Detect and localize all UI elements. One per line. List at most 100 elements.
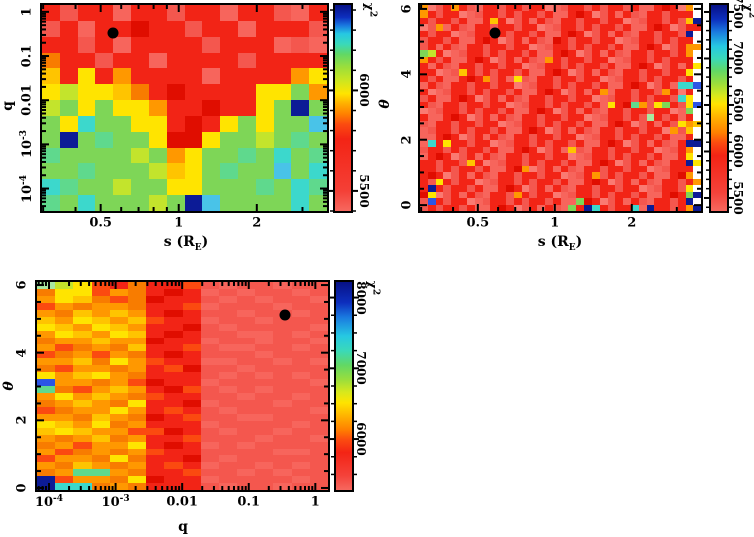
heatmap-cell [109, 337, 128, 345]
heatmap-cell [164, 295, 183, 303]
heatmap-cell [513, 191, 522, 199]
heatmap-cell [420, 178, 428, 186]
heatmap-cell [255, 483, 274, 491]
heatmap-cell [584, 43, 592, 51]
heatmap-cell [646, 82, 655, 89]
heatmap-cell [255, 386, 274, 393]
heatmap-cell [291, 337, 310, 345]
heatmap-cell [638, 37, 647, 44]
heatmap-cell [662, 159, 670, 166]
heatmap-cell [166, 179, 185, 196]
heatmap-cell [482, 191, 491, 199]
heatmap-cell [443, 75, 452, 83]
heatmap-cell [646, 178, 655, 186]
heatmap-cell [630, 114, 639, 121]
heatmap-cell [505, 75, 514, 83]
heatmap-cell [677, 191, 686, 199]
heatmap-cell [59, 52, 78, 69]
heatmap-cell [498, 50, 506, 57]
heatmap-cell [537, 62, 545, 70]
heatmap-cell [182, 393, 201, 400]
heatmap-cell [545, 75, 553, 83]
best-fit-marker-bl [279, 309, 291, 321]
heatmap-cell [55, 372, 74, 380]
heatmap-cell [255, 52, 274, 69]
heatmap-cell [202, 147, 221, 164]
heatmap-cell [529, 82, 538, 89]
heatmap-cell [218, 455, 238, 463]
heatmap-cell [591, 82, 600, 89]
heatmap-cell [273, 330, 292, 338]
heatmap-cell [685, 17, 694, 25]
heatmap-cell [466, 62, 475, 70]
heatmap-cell [291, 358, 310, 366]
heatmap-cell [670, 17, 678, 25]
heatmap-cell [615, 178, 624, 186]
heatmap-cell [420, 198, 428, 205]
heatmap-cell [91, 330, 110, 338]
heatmap-cell [521, 191, 530, 199]
heatmap-cell [291, 406, 310, 414]
heatmap-cell [427, 11, 436, 18]
heatmap-cell [37, 441, 56, 449]
heatmap-cell [184, 195, 203, 211]
heatmap-cell [654, 17, 663, 25]
heatmap-cell [443, 30, 452, 38]
heatmap-cell [630, 146, 639, 154]
heatmap-cell [654, 185, 663, 192]
heatmap-cell [545, 5, 553, 12]
colorbar-tick-label: 7000 [354, 351, 368, 386]
heatmap-cell [568, 62, 577, 70]
heatmap-cell [435, 178, 444, 186]
heatmap-cell [490, 24, 499, 31]
heatmap-cell [623, 191, 631, 199]
heatmap-cell [607, 185, 616, 192]
heatmap-cell [37, 323, 56, 331]
heatmap-cell [109, 455, 128, 463]
heatmap-cell [459, 11, 467, 18]
heatmap-row [37, 462, 328, 470]
heatmap-cell [451, 127, 460, 134]
best-fit-marker-tl [107, 27, 119, 39]
heatmap-cell [576, 198, 585, 205]
heatmap-cell [630, 153, 639, 160]
heatmap-cell [451, 191, 460, 199]
heatmap-cell [91, 372, 110, 380]
heatmap-cell [537, 140, 545, 147]
heatmap-cell [218, 427, 238, 435]
heatmap-grid-tr [420, 5, 702, 211]
heatmap-cell [237, 309, 256, 317]
heatmap-cell [670, 88, 678, 96]
heatmap-cell [237, 483, 256, 491]
heatmap-cell [200, 295, 219, 303]
heatmap-cell [615, 88, 624, 96]
heatmap-cell [146, 372, 165, 380]
heatmap-cell [451, 75, 460, 83]
heatmap-cell [55, 393, 74, 400]
heatmap-cell [662, 30, 670, 38]
heatmap-cell [646, 11, 655, 18]
heatmap-cell [685, 37, 694, 44]
heatmap-cell [273, 406, 292, 414]
heatmap-cell [498, 204, 506, 211]
heatmap-cell [200, 344, 219, 352]
heatmap-cell [164, 323, 183, 331]
heatmap-cell [73, 462, 92, 470]
heatmap-cell [545, 56, 553, 63]
heatmap-cell [459, 198, 467, 205]
heatmap-cell [693, 133, 702, 141]
heatmap-cell [148, 163, 167, 180]
heatmap-cell [164, 469, 183, 477]
heatmap-cell [630, 133, 639, 141]
heatmap-cell [37, 448, 56, 456]
heatmap-cell [537, 56, 545, 63]
heatmap-cell [435, 43, 444, 51]
heatmap-cell [309, 448, 328, 456]
heatmap-row [37, 337, 328, 345]
heatmap-cell [584, 75, 592, 83]
heatmap-cell [677, 204, 686, 211]
heatmap-cell [662, 24, 670, 31]
heatmap-cell [309, 100, 327, 116]
heatmap-cell [685, 204, 694, 211]
heatmap-cell [237, 20, 256, 37]
